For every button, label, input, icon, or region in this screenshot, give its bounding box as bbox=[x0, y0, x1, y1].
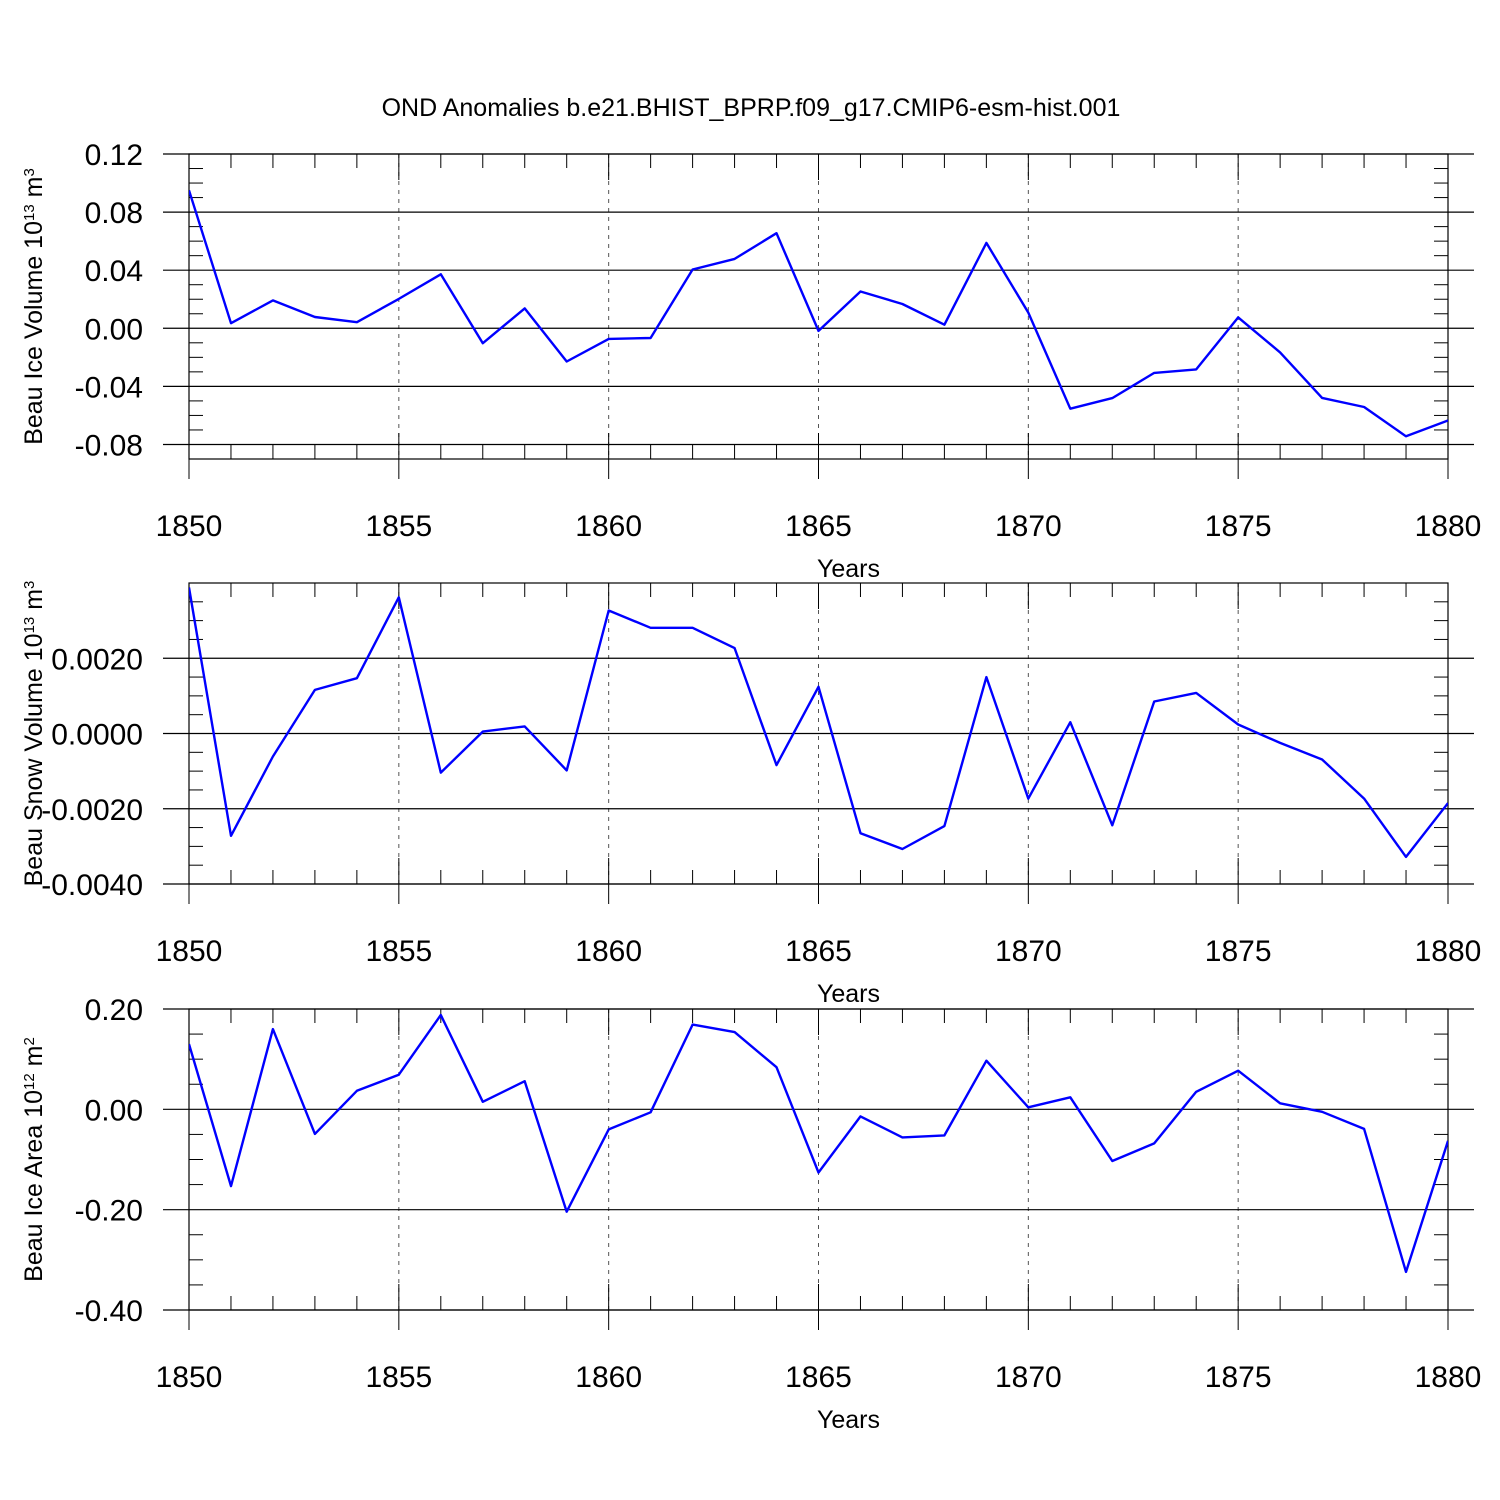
x-tick-label: 1865 bbox=[785, 935, 852, 968]
x-axis-label: Years bbox=[817, 1406, 880, 1434]
x-tick-label: 1880 bbox=[1415, 1361, 1482, 1394]
x-tick-label: 1875 bbox=[1205, 935, 1272, 968]
x-tick-label: 1860 bbox=[575, 935, 642, 968]
panel-3: 0.20 0.00 -0.20 -0.40 1850 1855 1860 1865 1870 18… bbox=[20, 994, 1481, 1434]
y-axis-label-sup: 13 bbox=[21, 204, 38, 221]
y-axis-label-text: Beau Ice Area 10 bbox=[20, 1090, 48, 1282]
chart-title: OND Anomalies b.e21.BHIST_BPRP.f09_g17.C… bbox=[382, 94, 1121, 122]
y-tick-label: 0.0020 bbox=[51, 643, 143, 676]
plot-frame bbox=[188, 582, 1449, 885]
x-tick-label: 1875 bbox=[1205, 1361, 1272, 1394]
y-tick-label: 0.04 bbox=[85, 255, 143, 288]
y-tick-label: -0.0020 bbox=[41, 794, 143, 827]
plot-frame bbox=[188, 1008, 1449, 1311]
y-axis-label-text: Beau Ice Volume 10 bbox=[20, 221, 48, 445]
x-tick-label: 1855 bbox=[365, 935, 432, 968]
x-tick-label: 1855 bbox=[365, 510, 432, 543]
x-tick-label: 1865 bbox=[785, 1361, 852, 1394]
y-tick-label: -0.40 bbox=[75, 1295, 143, 1328]
data-series-line bbox=[189, 1013, 1448, 1274]
x-tick-label: 1860 bbox=[575, 1361, 642, 1394]
data-series-line bbox=[189, 189, 1448, 438]
x-tick-label: 1860 bbox=[575, 510, 642, 543]
x-tick-label: 1880 bbox=[1415, 935, 1482, 968]
x-axis-label: Years bbox=[817, 555, 880, 583]
y-tick-label: 0.12 bbox=[85, 139, 143, 172]
x-tick-label: 1865 bbox=[785, 510, 852, 543]
y-axis-label-unit: m bbox=[20, 177, 48, 205]
y-axis-label-sup: 12 bbox=[21, 1073, 38, 1090]
y-tick-label: -0.08 bbox=[75, 429, 143, 462]
y-axis-label-unit: m bbox=[20, 589, 48, 617]
y-tick-label: -0.04 bbox=[75, 371, 143, 404]
y-axis-label-unit-sup: 3 bbox=[21, 168, 38, 176]
x-axis-label: Years bbox=[817, 980, 880, 1008]
x-tick-label: 1870 bbox=[995, 935, 1062, 968]
y-axis-label: Beau Ice Volume 1013 m3 bbox=[20, 168, 48, 445]
plot-frame bbox=[188, 153, 1449, 460]
y-tick-label: 0.20 bbox=[85, 994, 143, 1027]
y-axis-label-text: Beau Snow Volume 10 bbox=[20, 633, 48, 886]
x-tick-label: 1850 bbox=[156, 510, 223, 543]
x-tick-label: 1855 bbox=[365, 1361, 432, 1394]
panel-2: 0.0020 0.0000 -0.0020 -0.0040 1850 1855 1860 18… bbox=[20, 581, 1481, 1008]
y-tick-label: -0.20 bbox=[75, 1195, 143, 1228]
x-tick-label: 1870 bbox=[995, 1361, 1062, 1394]
y-tick-label: -0.0040 bbox=[41, 869, 143, 902]
y-tick-label: 0.0000 bbox=[51, 719, 143, 752]
panel-1: 0.12 0.08 0.04 0.00 -0.04 -0.08 1850 1855 1860 18… bbox=[20, 139, 1481, 583]
y-tick-label: 0.00 bbox=[85, 1094, 143, 1127]
y-axis-label: Beau Ice Area 1012 m2 bbox=[20, 1037, 48, 1282]
y-tick-label: 0.08 bbox=[85, 197, 143, 230]
y-axis-label-unit-sup: 2 bbox=[21, 1037, 38, 1045]
y-axis-label-sup: 13 bbox=[21, 617, 38, 634]
y-axis-label: Beau Snow Volume 1013 m3 bbox=[20, 581, 48, 887]
y-axis-label-unit: m bbox=[20, 1046, 48, 1074]
y-tick-label: 0.00 bbox=[85, 313, 143, 346]
data-series-line bbox=[189, 587, 1448, 859]
y-axis-label-unit-sup: 3 bbox=[21, 581, 38, 589]
x-tick-label: 1850 bbox=[156, 935, 223, 968]
x-tick-label: 1875 bbox=[1205, 510, 1272, 543]
x-tick-label: 1870 bbox=[995, 510, 1062, 543]
x-tick-label: 1880 bbox=[1415, 510, 1482, 543]
x-tick-label: 1850 bbox=[156, 1361, 223, 1394]
